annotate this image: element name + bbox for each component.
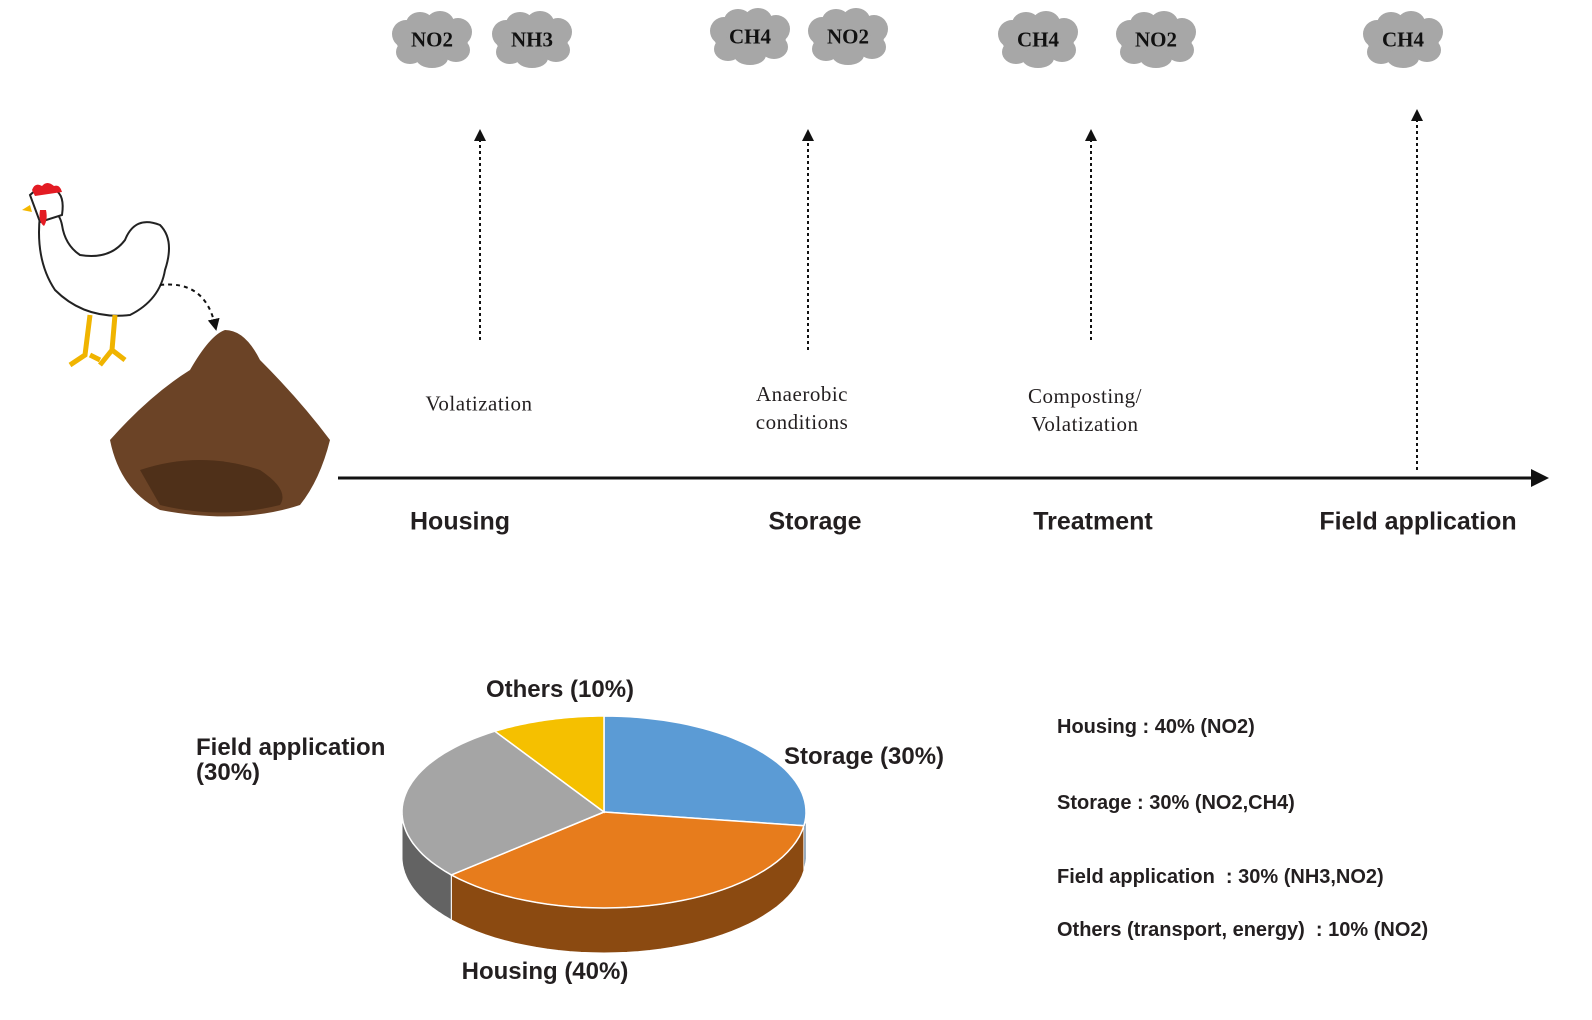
stage-label: Field application: [1319, 507, 1517, 536]
cloud-puff: [1130, 12, 1158, 36]
cloud-puff: [542, 38, 570, 62]
summary-line: Others (transport, energy) : 10% (NO2): [1057, 919, 1429, 941]
process-label: Composting/ Volatization: [1027, 384, 1143, 436]
cloud: [1116, 11, 1196, 68]
chicken: [22, 183, 170, 368]
gas-label: CH4: [1017, 27, 1059, 52]
pie-label: Field application (30%): [196, 734, 386, 786]
pie-label: Housing (40%): [461, 958, 629, 985]
summary-line: Storage : 30% (NO2,CH4): [1057, 792, 1295, 814]
cloud-puff: [1166, 38, 1194, 62]
cloud-puff: [416, 48, 448, 68]
pie-slice: [493, 715, 605, 814]
gas-label: NH3: [511, 27, 553, 52]
stage-label: Housing: [410, 507, 510, 536]
process-label: Volatization: [425, 391, 533, 416]
soil-pile: [110, 330, 330, 517]
stage-label: Treatment: [1033, 507, 1153, 536]
cloud-puff: [724, 9, 752, 33]
gas-label: NO2: [1135, 27, 1177, 52]
cloud-puff: [734, 45, 766, 65]
cloud: [492, 11, 572, 68]
pie-slice: [449, 811, 805, 909]
gas-label: NO2: [411, 27, 453, 52]
cloud-puff: [406, 12, 434, 36]
cloud-puff: [1140, 48, 1172, 68]
cloud-puff: [516, 48, 548, 68]
cloud-puff: [442, 38, 470, 62]
cloud: [808, 8, 888, 65]
cloud-puff: [1048, 38, 1076, 62]
cloud: [710, 8, 790, 65]
cloud-puff: [760, 35, 788, 59]
pie-label: Others (10%): [485, 676, 635, 703]
cloud-puff: [822, 9, 850, 33]
cloud-puff: [506, 12, 534, 36]
cloud-puff: [1413, 38, 1441, 62]
gas-label: CH4: [729, 24, 771, 49]
summary-line: Field application : 30% (NH3,NO2): [1057, 866, 1384, 888]
summary-line: Housing : 40% (NO2): [1057, 716, 1255, 738]
cloud-puff: [1022, 48, 1054, 68]
pie-label: Storage (30%): [783, 743, 945, 770]
process-label: Anaerobic conditions: [755, 382, 849, 434]
cloud: [392, 11, 472, 68]
stage-label: Storage: [768, 507, 862, 536]
pie-slice: [401, 730, 606, 876]
pie-slice: [603, 715, 807, 827]
cloud-puff: [832, 45, 864, 65]
cloud-puff: [858, 35, 886, 59]
cloud-puff: [1012, 12, 1040, 36]
cloud-puff: [1377, 12, 1405, 36]
cloud: [998, 11, 1078, 68]
cloud: [1363, 11, 1443, 68]
gas-label: NO2: [827, 24, 869, 49]
flow-arrow: [159, 283, 220, 331]
gas-label: CH4: [1382, 27, 1424, 52]
cloud-puff: [1387, 48, 1419, 68]
